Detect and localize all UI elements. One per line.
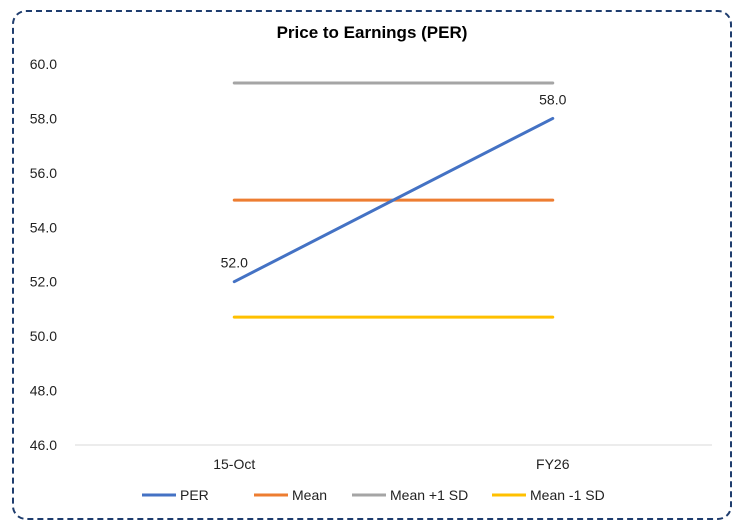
y-tick-label: 52.0 xyxy=(30,274,57,290)
y-tick-label: 54.0 xyxy=(30,219,57,235)
chart-title: Price to Earnings (PER) xyxy=(277,23,468,42)
data-label: 52.0 xyxy=(221,255,248,271)
y-tick-label: 50.0 xyxy=(30,328,57,344)
y-tick-label: 48.0 xyxy=(30,383,57,399)
x-tick-label: 15-Oct xyxy=(213,456,255,472)
x-axis: 15-Oct FY26 xyxy=(213,456,569,472)
y-axis: 46.0 48.0 50.0 52.0 54.0 56.0 58.0 60.0 xyxy=(30,56,57,453)
y-tick-label: 46.0 xyxy=(30,437,57,453)
legend-label: Mean xyxy=(292,487,327,503)
legend-label: Mean -1 SD xyxy=(530,487,605,503)
y-tick-label: 58.0 xyxy=(30,110,57,126)
series-line-per xyxy=(232,116,555,284)
data-label: 58.0 xyxy=(539,91,566,107)
series-group xyxy=(232,81,555,319)
data-labels: 52.0 58.0 xyxy=(221,91,567,270)
y-tick-label: 56.0 xyxy=(30,165,57,181)
chart-frame xyxy=(12,10,732,520)
legend-label: PER xyxy=(180,487,209,503)
legend-label: Mean +1 SD xyxy=(390,487,468,503)
y-tick-label: 60.0 xyxy=(30,56,57,72)
legend: PER Mean Mean +1 SD Mean -1 SD xyxy=(142,487,605,503)
x-tick-label: FY26 xyxy=(536,456,570,472)
